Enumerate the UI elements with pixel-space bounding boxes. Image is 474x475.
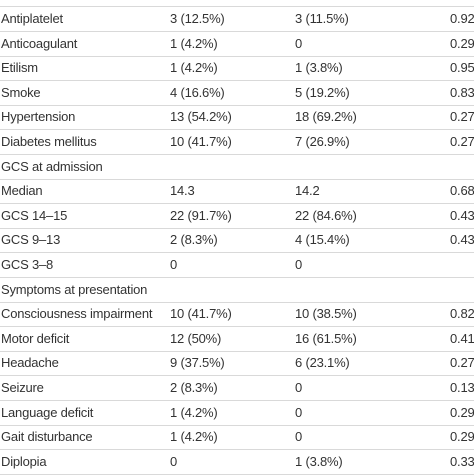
row-label: Symptoms at presentation [1, 281, 148, 297]
table-cell: 4 (15.4%) [295, 232, 350, 248]
table-cell: 0.83 [450, 84, 474, 100]
table-row: Hypertension 13 (54.2%) 18 (69.2%) 0.27 [0, 105, 474, 131]
table-cell: 6 (23.1%) [295, 355, 350, 371]
table-cell: 7 (26.9%) [295, 134, 350, 149]
table-cell: 4 (16.6%) [170, 84, 225, 100]
table-cell: 3 (11.5%) [295, 11, 349, 26]
table-cell: 13 (54.2%) [170, 109, 232, 125]
table-row: Etilism 1 (4.2%) 1 (3.8%) 0.95 [0, 56, 474, 82]
row-label: Consciousness impairment [1, 306, 153, 322]
row-label: Motor deficit [1, 330, 70, 346]
table-cell: 0 [295, 429, 303, 445]
table-cell: 0.13 [450, 380, 474, 395]
row-label: GCS 9–13 [1, 232, 61, 248]
table-row: GCS 9–13 2 (8.3%) 4 (15.4%) 0.43 [0, 228, 474, 254]
table-cell: 0 [295, 257, 303, 272]
table: Antiplatelet 3 (12.5%) 3 (11.5%) 0.92 Antico… [0, 6, 474, 475]
table-cell: 1 (3.8%) [295, 453, 343, 469]
row-label: Smoke [1, 84, 41, 100]
table-row: Diabetes mellitus 10 (41.7%) 7 (26.9%) 0.27 [0, 130, 474, 155]
table-cell: 12 (50%) [170, 330, 222, 346]
table-row: Seizure 2 (8.3%) 0 0.13 [0, 376, 474, 401]
table-row: GCS at admission [0, 155, 474, 180]
row-label: Hypertension [1, 109, 76, 125]
table-cell: 1 (3.8%) [295, 60, 343, 76]
table-row: Consciousness impairment 10 (41.7%) 10 (38… [0, 302, 474, 328]
table-cell: 2 (8.3%) [170, 232, 218, 248]
table-cell: 0 [170, 257, 178, 272]
table-cell: 10 (41.7%) [170, 134, 232, 149]
table-cell: 14.3 [170, 183, 195, 199]
table-cell: 1 (4.2%) [170, 429, 218, 445]
table-cell: 2 (8.3%) [170, 380, 218, 395]
table-cell: 1 (4.2%) [170, 35, 218, 51]
table-cell: 9 (37.5%) [170, 355, 225, 371]
table-cell: 0.68 [450, 183, 474, 199]
row-label: Diabetes mellitus [1, 134, 97, 149]
row-label: Headache [1, 355, 59, 371]
table-cell: 18 (69.2%) [295, 109, 357, 125]
table-cell: 0.27 [450, 134, 474, 149]
row-label: GCS at admission [1, 158, 103, 174]
table-cell: 0.27 [450, 109, 474, 125]
table-cell: 0.43 [450, 207, 474, 223]
table-row: Motor deficit 12 (50%) 16 (61.5%) 0.41 [0, 327, 474, 352]
table-cell: 0.95 [450, 60, 474, 76]
table-row: Median 14.3 14.2 0.68 [0, 179, 474, 205]
row-label: Gait disturbance [1, 429, 93, 445]
table-cell: 3 (12.5%) [170, 11, 225, 26]
table-cell: 14.2 [295, 183, 320, 199]
table-cell: 22 (91.7%) [170, 207, 232, 223]
table-row: Language deficit 1 (4.2%) 0 0.29 [0, 401, 474, 426]
row-label: Anticoagulant [1, 35, 78, 51]
table-cell: 0.29 [450, 404, 474, 420]
table-cell: 0.33 [450, 453, 474, 469]
table-cell: 0 [170, 453, 178, 469]
table-cell: 0 [295, 35, 303, 51]
table-cell: 0.27 [450, 355, 474, 371]
row-label: Median [1, 183, 43, 199]
table-cell: 0.41 [450, 330, 474, 346]
table-row: Gait disturbance 1 (4.2%) 0 0.29 [0, 425, 474, 451]
row-label: Diplopia [1, 453, 47, 469]
table-cell: 16 (61.5%) [295, 330, 357, 346]
table-cell: 0 [295, 380, 303, 395]
table-cell: 0.92 [450, 11, 474, 26]
row-label: Seizure [1, 380, 44, 395]
table-cell: 0.29 [450, 35, 474, 51]
row-label: GCS 3–8 [1, 257, 54, 272]
table-row: Headache 9 (37.5%) 6 (23.1%) 0.27 [0, 351, 474, 377]
table-cell: 0.43 [450, 232, 474, 248]
table-cell: 5 (19.2%) [295, 84, 350, 100]
table-row: Symptoms at presentation [0, 278, 474, 303]
row-label: GCS 14–15 [1, 207, 68, 223]
table-cell: 1 (4.2%) [170, 404, 218, 420]
table-cell: 10 (41.7%) [170, 306, 232, 322]
table-cell: 10 (38.5%) [295, 306, 357, 322]
table-cell: 0 [295, 404, 303, 420]
table-cell: 1 (4.2%) [170, 60, 218, 76]
table-row: Diplopia 0 1 (3.8%) 0.33 [0, 450, 474, 475]
row-label: Antiplatelet [1, 11, 63, 26]
table-row: GCS 14–15 22 (91.7%) 22 (84.6%) 0.43 [0, 204, 474, 229]
table-cell: 0.29 [450, 429, 474, 445]
table-cell: 22 (84.6%) [295, 207, 357, 223]
table-row: Smoke 4 (16.6%) 5 (19.2%) 0.83 [0, 81, 474, 106]
table-row: Antiplatelet 3 (12.5%) 3 (11.5%) 0.92 [0, 7, 474, 32]
table-cell: 0.82 [450, 306, 474, 322]
row-label: Etilism [1, 60, 38, 76]
table-row: GCS 3–8 0 0 [0, 253, 474, 278]
row-label: Language deficit [1, 404, 94, 420]
table-row: Anticoagulant 1 (4.2%) 0 0.29 [0, 32, 474, 57]
